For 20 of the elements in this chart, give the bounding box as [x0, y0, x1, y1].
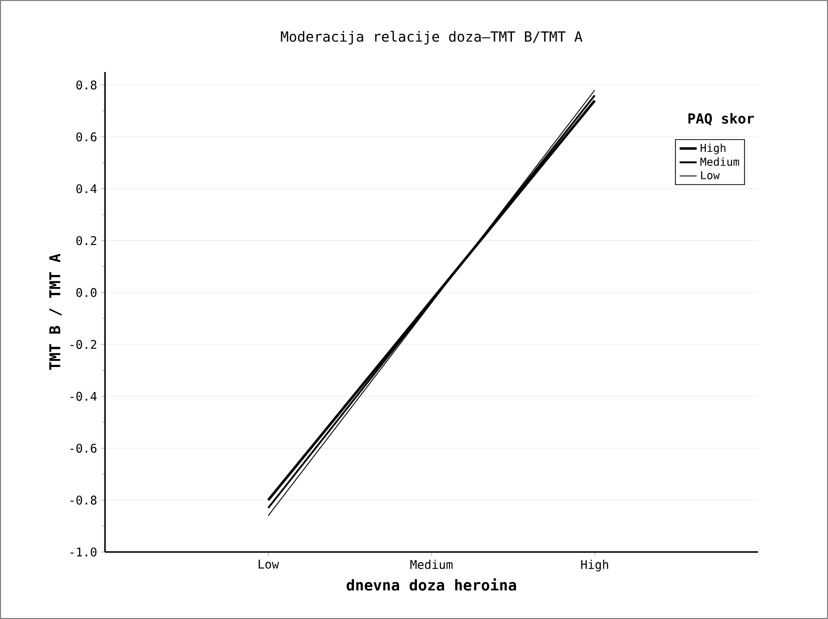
legend-label: Medium — [700, 157, 740, 166]
y-tick-label: -0.6 — [70, 444, 96, 453]
y-tick-label: 0.6 — [76, 132, 96, 142]
legend-title: PAQ skor — [688, 112, 754, 126]
y-axis-title: TMT B / TMT A — [49, 254, 62, 370]
x-tick-label: Medium — [410, 560, 453, 570]
y-tick-label: -0.8 — [70, 496, 96, 505]
legend-label: Low — [701, 171, 720, 180]
x-tick-label: High — [581, 560, 608, 572]
y-tick-label: 0.8 — [76, 80, 96, 90]
x-tick-label: Low — [258, 560, 280, 569]
y-tick-label: -0.2 — [70, 340, 96, 349]
y-tick-label: -1.0 — [70, 547, 96, 557]
legend-label: High — [700, 144, 726, 154]
y-tick-label: -0.4 — [70, 392, 97, 401]
x-axis-title: dnevna doza heroina — [346, 578, 516, 591]
y-tick-label: 0.4 — [76, 184, 97, 194]
y-tick-label: 0.0 — [76, 288, 96, 298]
y-tick-label: 0.2 — [76, 236, 96, 246]
chart-title: Moderacija relacije doza–TMT B/TMT A — [280, 30, 582, 44]
